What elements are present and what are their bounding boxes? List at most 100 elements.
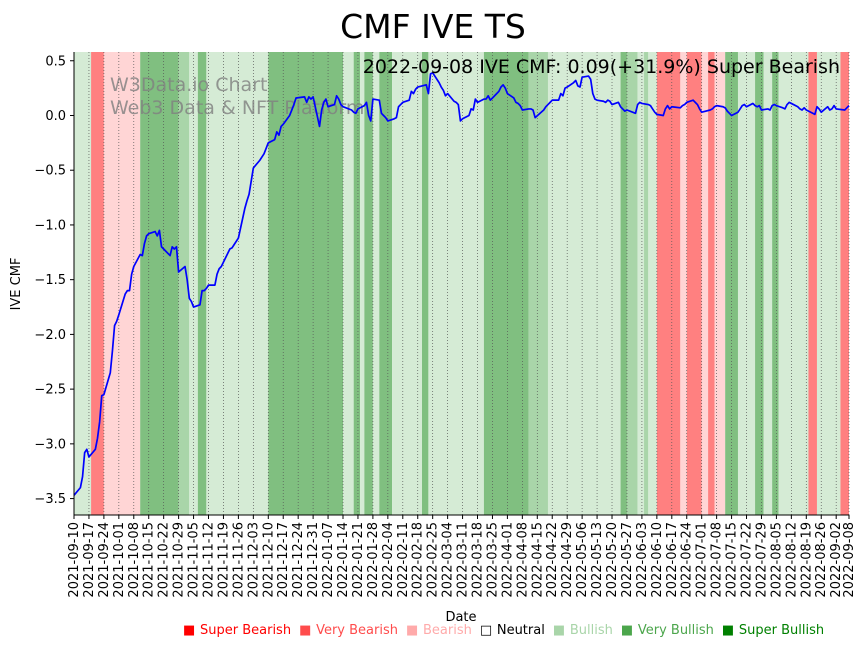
sentiment-band xyxy=(360,52,365,515)
x-tick-label: 2022-02-25 xyxy=(426,522,441,598)
x-tick-label: 2022-03-04 xyxy=(441,522,456,598)
sentiment-band xyxy=(772,52,779,515)
x-tick-label: 2021-10-01 xyxy=(112,522,127,598)
x-tick-label: 2022-03-25 xyxy=(485,522,500,598)
legend-marker: ■ xyxy=(722,623,734,638)
sentiment-band xyxy=(686,52,702,515)
vertical-gridlines xyxy=(73,52,850,515)
sentiment-band xyxy=(140,52,179,515)
sentiment-band xyxy=(483,52,529,515)
x-tick-label: 2022-07-01 xyxy=(695,522,710,598)
x-tick-label: 2022-08-05 xyxy=(769,522,784,598)
x-tick-label: 2022-02-04 xyxy=(381,522,396,598)
x-tick-label: 2022-03-11 xyxy=(456,522,471,598)
y-axis-label: IVE CMF xyxy=(9,258,24,311)
sentiment-band xyxy=(178,52,190,515)
sentiment-band xyxy=(778,52,809,515)
legend-label: Very Bearish xyxy=(316,623,398,638)
x-tick-label: 2022-01-21 xyxy=(351,522,366,598)
legend-marker: □ xyxy=(480,623,492,638)
x-tick-label: 2022-08-12 xyxy=(784,522,799,598)
x-tick-label: 2022-09-08 xyxy=(842,522,857,598)
sentiment-bands xyxy=(74,52,849,515)
sentiment-band xyxy=(428,52,484,515)
x-tick-label: 2022-07-08 xyxy=(710,522,725,598)
y-tick-label: −1.0 xyxy=(34,218,66,233)
legend-item: ■ Very Bullish xyxy=(621,623,714,638)
x-tick-label: 2022-08-19 xyxy=(799,522,814,598)
y-tick-label: −3.5 xyxy=(34,492,66,507)
legend-label: Super Bullish xyxy=(739,623,824,638)
sentiment-band xyxy=(708,52,715,515)
legend-item: ■ Bearish xyxy=(406,623,472,638)
sentiment-band xyxy=(626,52,638,515)
sentiment-band xyxy=(816,52,841,515)
sentiment-band xyxy=(763,52,773,515)
x-tick-label: 2021-10-22 xyxy=(157,522,172,598)
x-tick-label: 2022-09-02 xyxy=(829,522,844,598)
x-tick-label: 2022-07-22 xyxy=(740,522,755,598)
y-tick-label: −1.5 xyxy=(34,273,66,288)
sentiment-band xyxy=(680,52,687,515)
watermark: W3Data.io Chart Web3 Data & NFT Platform xyxy=(110,74,364,119)
sentiment-band xyxy=(392,52,423,515)
x-ticks: 2021-09-10 2021-09-17 2021-09-24 2021-10-01… xyxy=(67,515,857,598)
x-tick-label: 2022-07-29 xyxy=(754,522,769,598)
chart-subtitle: 2022-09-08 IVE CMF: 0.09(+31.9%) Super B… xyxy=(363,56,840,78)
sentiment-band xyxy=(701,52,709,515)
watermark-line-1: W3Data.io Chart xyxy=(110,74,267,96)
sentiment-band xyxy=(808,52,817,515)
x-tick-label: 2021-10-29 xyxy=(172,522,187,598)
x-tick-label: 2022-08-26 xyxy=(814,522,829,598)
y-tick-label: −0.5 xyxy=(34,164,66,179)
x-tick-label: 2021-11-05 xyxy=(187,522,202,598)
x-tick-label: 2022-05-20 xyxy=(605,522,620,598)
sentiment-band xyxy=(656,52,681,515)
sentiment-band xyxy=(648,52,657,515)
x-tick-label: 2021-10-15 xyxy=(142,522,157,598)
x-tick-label: 2022-06-17 xyxy=(665,522,680,598)
sentiment-band xyxy=(364,52,373,515)
y-tick-label: 0.0 xyxy=(45,109,66,124)
x-tick-label: 2022-04-01 xyxy=(500,522,515,598)
chart-title: CMF IVE TS xyxy=(340,7,526,46)
x-tick-label: 2022-01-28 xyxy=(366,522,381,598)
sentiment-band xyxy=(343,52,354,515)
x-tick-label: 2022-01-07 xyxy=(321,522,336,598)
watermark-line-2: Web3 Data & NFT Platform xyxy=(110,97,364,119)
x-tick-label: 2022-04-22 xyxy=(545,522,560,598)
axes xyxy=(73,52,849,516)
x-tick-label: 2021-09-24 xyxy=(97,522,112,598)
x-axis-label: Date xyxy=(445,610,476,625)
cmf-line xyxy=(73,71,850,496)
sentiment-band xyxy=(714,52,726,515)
x-tick-label: 2021-12-17 xyxy=(276,522,291,598)
x-tick-label: 2021-11-19 xyxy=(216,522,231,598)
x-tick-label: 2022-05-27 xyxy=(620,522,635,598)
x-tick-label: 2022-07-15 xyxy=(725,522,740,598)
x-tick-label: 2021-12-10 xyxy=(261,522,276,598)
x-tick-label: 2021-09-17 xyxy=(82,522,97,598)
x-tick-label: 2022-02-11 xyxy=(396,522,411,598)
x-tick-label: 2022-04-08 xyxy=(515,522,530,598)
x-tick-label: 2021-09-10 xyxy=(67,522,82,598)
sentiment-band xyxy=(637,52,645,515)
y-tick-label: −3.0 xyxy=(34,437,66,452)
sentiment-band xyxy=(74,52,92,515)
y-tick-label: −2.0 xyxy=(34,328,66,343)
legend-label: Neutral xyxy=(497,623,545,638)
x-tick-label: 2021-12-31 xyxy=(306,522,321,598)
legend-item: ■ Very Bearish xyxy=(299,623,398,638)
legend-marker: ■ xyxy=(553,623,565,638)
legend-label: Bullish xyxy=(570,623,613,638)
x-tick-label: 2022-06-10 xyxy=(650,522,665,598)
legend: ■ Super Bearish ■ Very Bearish ■ Bearish □ Neut… xyxy=(183,623,824,638)
legend-label: Super Bearish xyxy=(200,623,291,638)
x-tick-label: 2021-10-08 xyxy=(127,522,142,598)
x-tick-label: 2021-12-03 xyxy=(246,522,261,598)
legend-item: ■ Bullish xyxy=(553,623,613,638)
x-tick-label: 2022-01-14 xyxy=(336,522,351,598)
y-ticks: 0.5 0.0 −0.5 −1.0 −1.5 −2.0 −2.5 −3.0 −3.5 xyxy=(34,54,74,507)
sentiment-band xyxy=(206,52,269,515)
legend-label: Bearish xyxy=(423,623,472,638)
